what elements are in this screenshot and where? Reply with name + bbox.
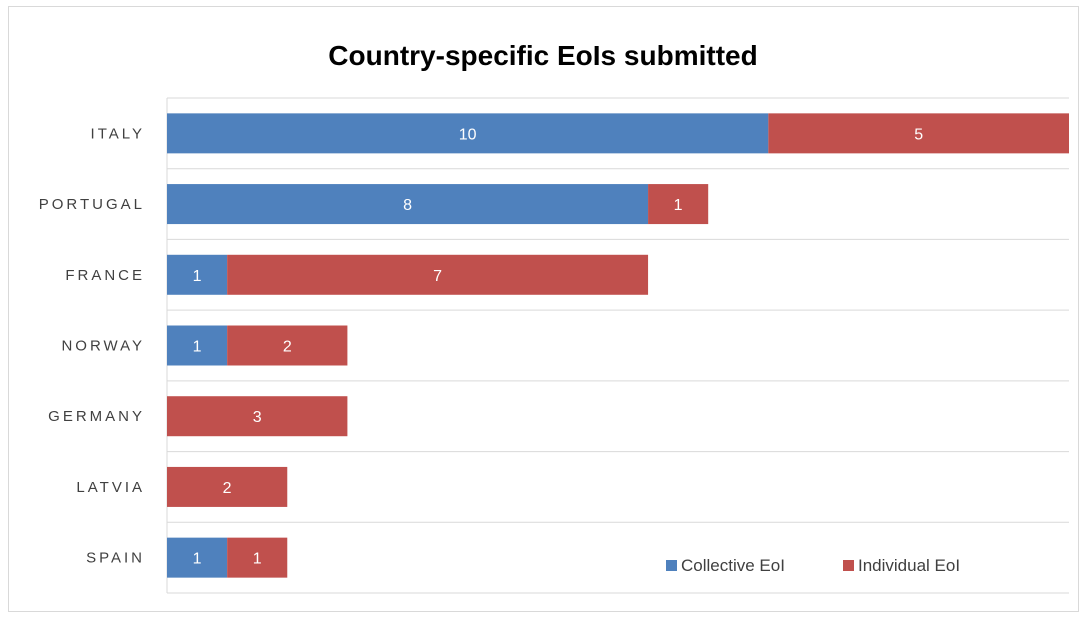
data-label: 10 [459,126,477,143]
data-label: 1 [674,197,683,214]
data-label: 7 [433,268,442,285]
legend-label: Individual EoI [858,556,960,575]
bar-segment [227,537,288,578]
data-label: 1 [193,268,202,285]
bar-segment [167,254,228,295]
bar-segment [167,184,649,225]
bar-segment [768,113,1069,154]
category-label: PORTUGAL [39,196,145,213]
bar-segment [227,325,348,366]
data-label: 2 [283,339,292,356]
category-label: ITALY [91,125,145,142]
bar-segment [227,254,649,295]
chart-title: Country-specific EoIs submitted [328,40,758,71]
data-label: 5 [914,126,923,143]
bar-segment [167,537,228,578]
bar-segment [648,184,709,225]
category-label: GERMANY [48,408,145,425]
category-label: FRANCE [65,267,145,284]
chart-frame [8,6,1079,612]
bar-segment [167,113,769,154]
legend-label: Collective EoI [681,556,785,575]
bar-segment [167,396,348,437]
category-label: LATVIA [76,479,145,496]
data-label: 3 [253,409,262,426]
legend-swatch [666,560,677,571]
data-label: 2 [223,480,232,497]
category-label: SPAIN [86,550,145,567]
data-label: 1 [193,551,202,568]
data-label: 1 [193,339,202,356]
legend-swatch [843,560,854,571]
data-label: 1 [253,551,262,568]
bar-segment [167,325,228,366]
bar-segment [167,466,288,507]
data-label: 8 [403,197,412,214]
category-label: NORWAY [61,338,145,355]
